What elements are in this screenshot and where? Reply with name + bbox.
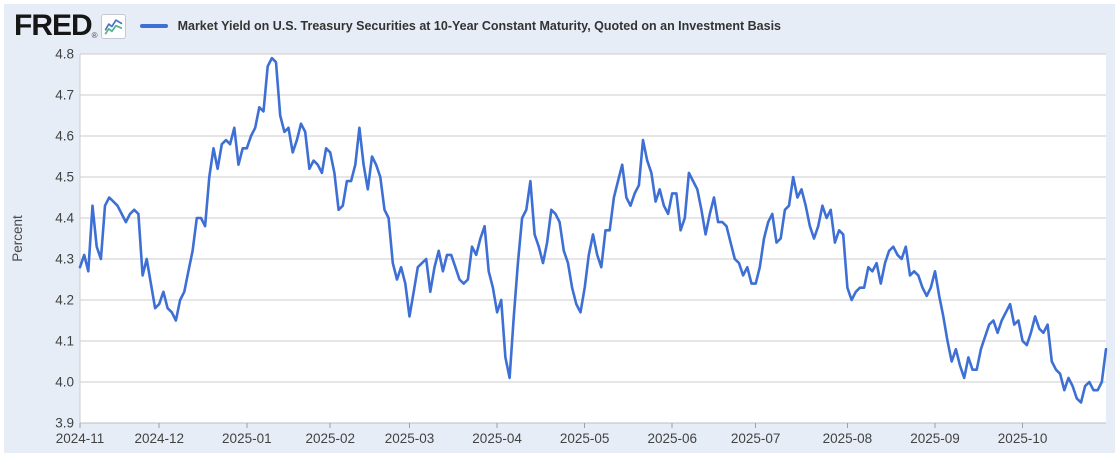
x-tick-label: 2025-02 xyxy=(305,431,355,446)
y-tick-label: 4.0 xyxy=(55,375,74,390)
registered-trademark: ® xyxy=(91,31,98,40)
fred-chart-logo-icon xyxy=(100,13,126,39)
fred-logo[interactable]: FRED® xyxy=(14,9,98,42)
y-tick-label: 4.2 xyxy=(55,293,74,308)
y-tick-label: 4.8 xyxy=(55,47,74,62)
x-tick-label: 2025-04 xyxy=(472,431,522,446)
fred-logo-text: FRED xyxy=(14,9,93,42)
y-tick-label: 4.6 xyxy=(55,129,74,144)
x-tick-label: 2025-08 xyxy=(823,431,873,446)
x-tick-label: 2025-01 xyxy=(222,431,272,446)
legend-label: Market Yield on U.S. Treasury Securities… xyxy=(177,19,781,33)
y-tick-label: 4.1 xyxy=(55,334,74,349)
y-tick-label: 4.4 xyxy=(55,211,74,226)
y-axis-title: Percent xyxy=(10,215,25,262)
x-tick-label: 2024-11 xyxy=(56,431,105,446)
x-tick-label: 2025-05 xyxy=(560,431,610,446)
x-tick-label: 2025-07 xyxy=(731,431,781,446)
series-legend[interactable]: Market Yield on U.S. Treasury Securities… xyxy=(139,19,781,33)
x-tick-label: 2025-09 xyxy=(910,431,960,446)
y-tick-label: 4.5 xyxy=(55,170,74,185)
chart-header: FRED® Market Yield on U.S. Treasury Secu… xyxy=(14,10,781,42)
y-tick-label: 4.3 xyxy=(55,252,74,267)
x-tick-label: 2025-10 xyxy=(998,431,1048,446)
chart-panel: FRED® Market Yield on U.S. Treasury Secu… xyxy=(4,4,1115,453)
y-tick-label: 4.7 xyxy=(55,88,74,103)
x-tick-label: 2025-06 xyxy=(647,431,697,446)
chart-line xyxy=(78,56,1108,404)
x-tick-label: 2024-12 xyxy=(134,431,184,446)
y-tick-label: 3.9 xyxy=(55,416,74,431)
legend-line-swatch xyxy=(139,24,168,28)
x-tick-label: 2025-03 xyxy=(385,431,435,446)
